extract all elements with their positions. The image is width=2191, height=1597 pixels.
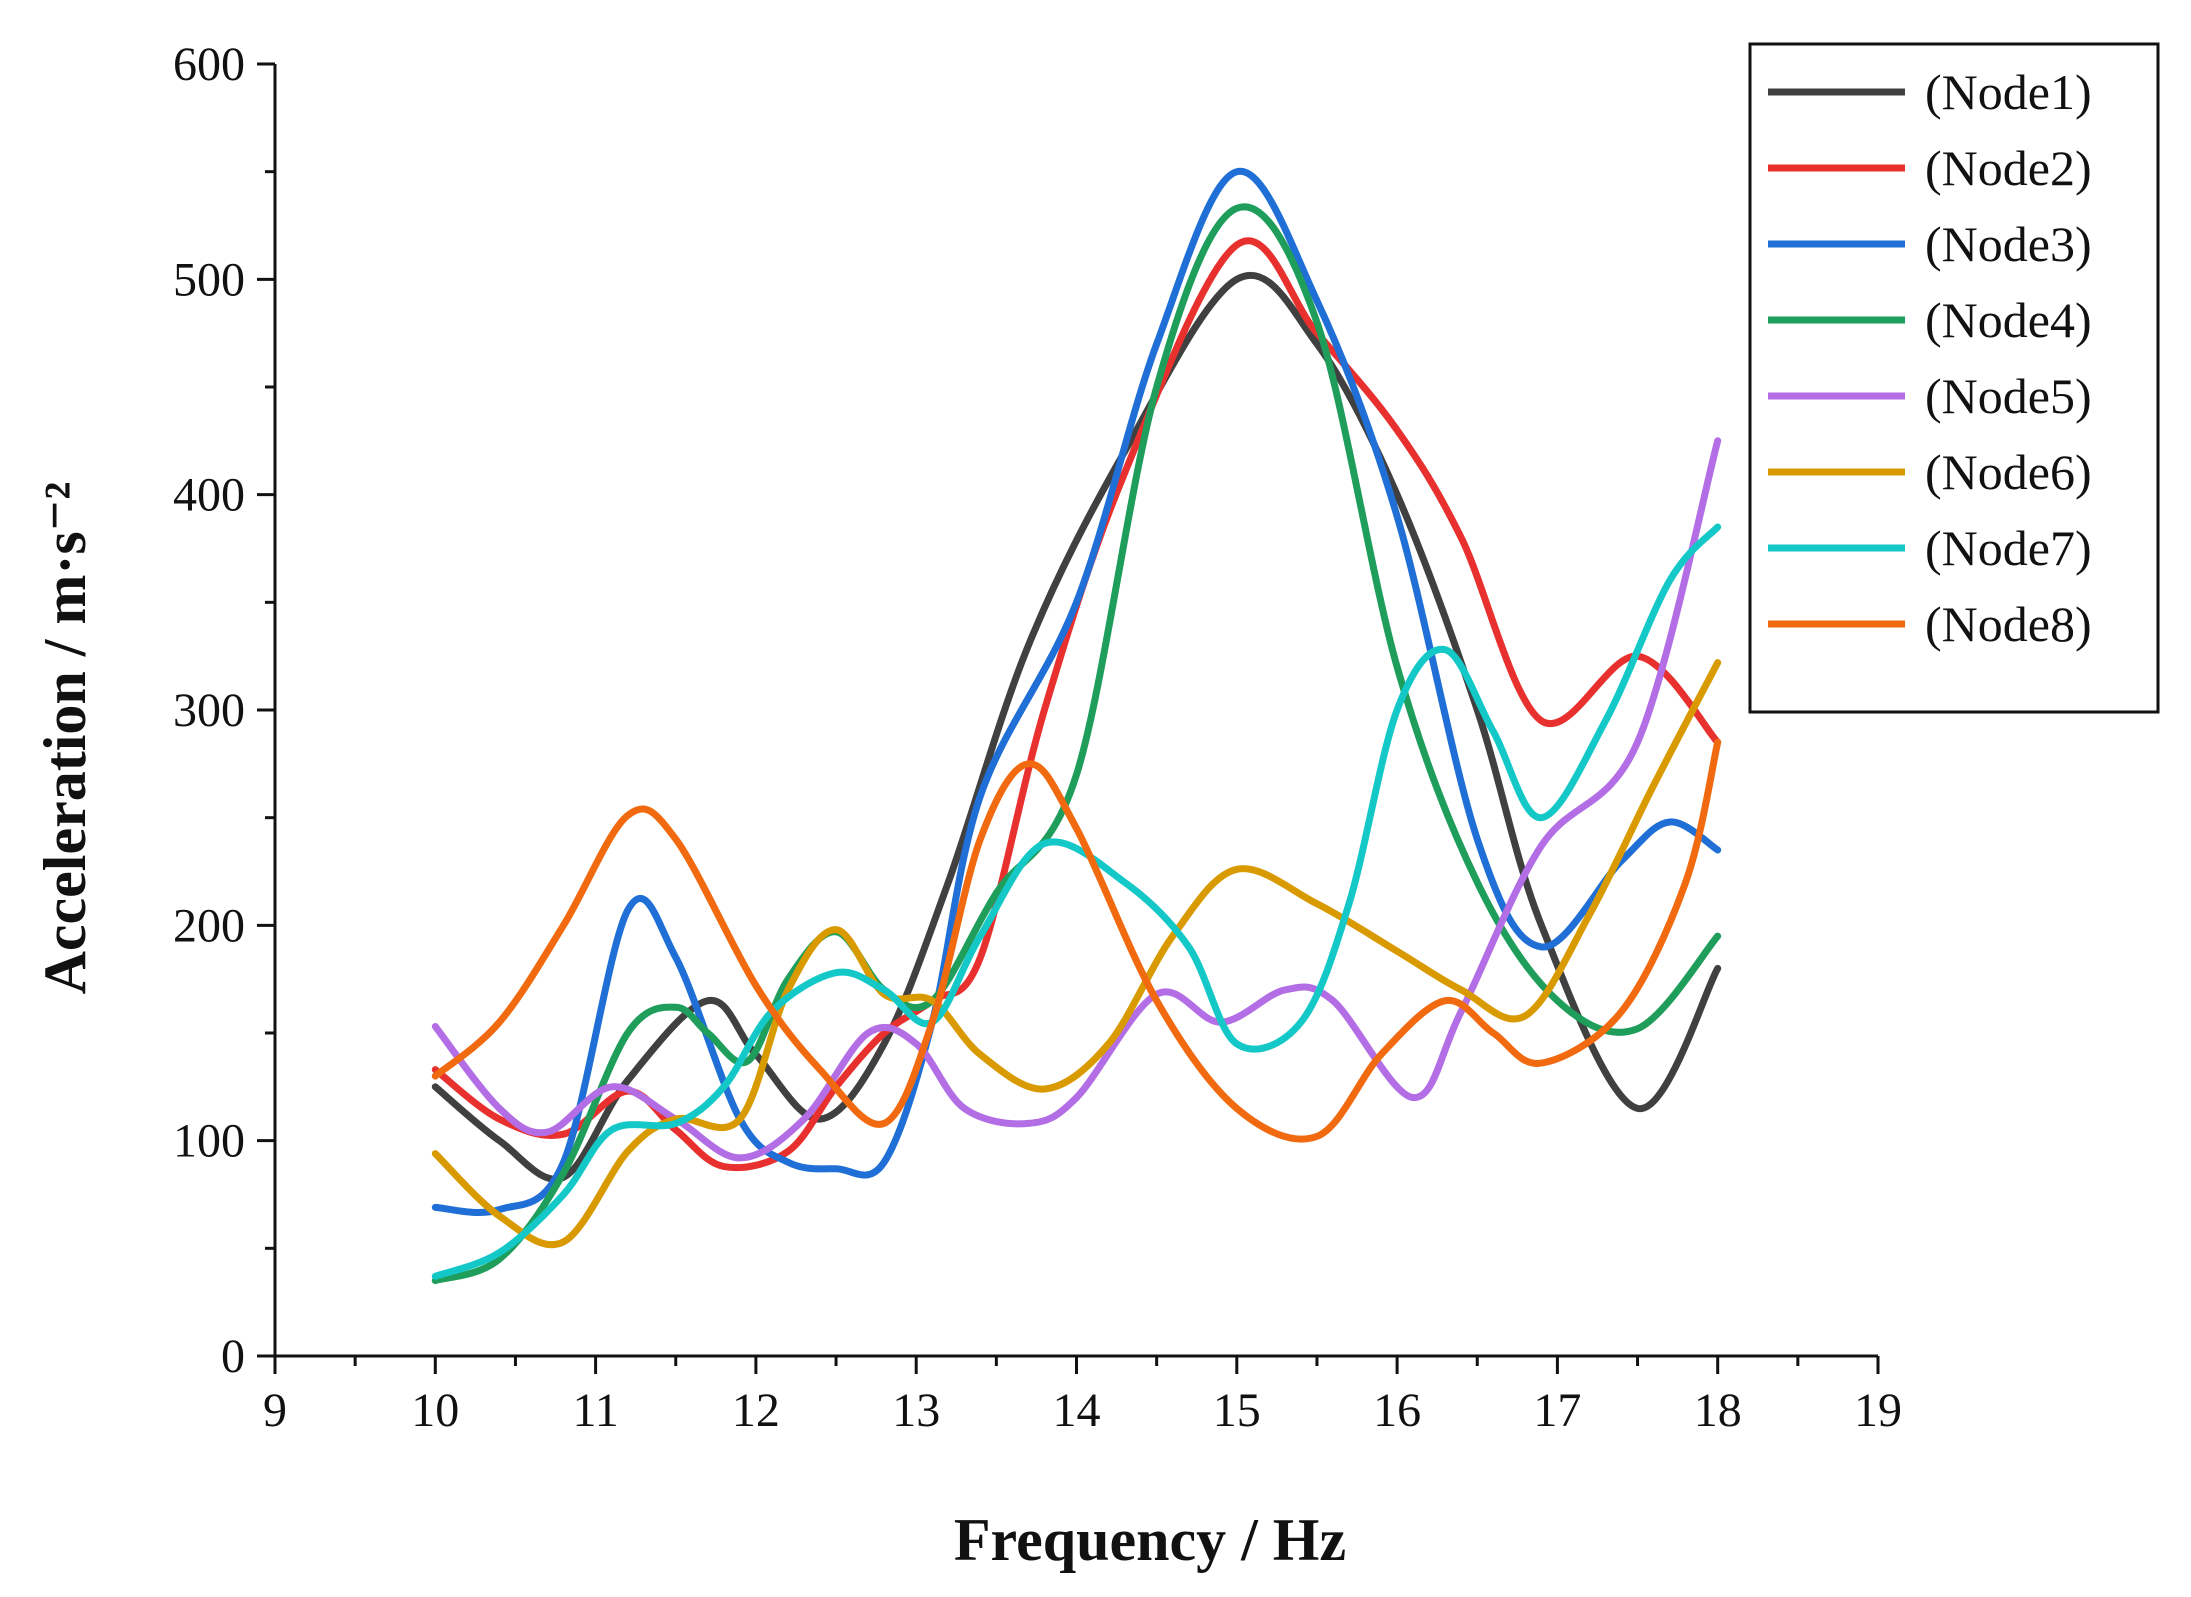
- x-tick-label: 10: [411, 1384, 459, 1437]
- y-tick-label: 400: [173, 469, 245, 522]
- y-tick-label: 200: [173, 899, 245, 952]
- series-line-node8: [431, 738, 1722, 1143]
- legend-label-node6: (Node6): [1925, 444, 2092, 500]
- legend-label-node3: (Node3): [1925, 216, 2092, 272]
- y-tick-label: 300: [173, 684, 245, 737]
- x-tick-label: 9: [263, 1384, 287, 1437]
- y-tick-label: 600: [173, 38, 245, 91]
- legend-label-node2: (Node2): [1925, 140, 2092, 196]
- series-line-node1: [431, 271, 1722, 1183]
- ticks-layer: 9 10 11 12 13 14 15 16 17 18 19 0 100 200 300 400 500 600: [173, 38, 1902, 1437]
- series-line-node6: [431, 659, 1722, 1249]
- y-axis-title: Acceleration / m·s⁻²: [32, 482, 98, 995]
- y-tick-label: 0: [221, 1330, 245, 1383]
- y-tick-label: 500: [173, 253, 245, 306]
- legend-label-node8: (Node8): [1925, 596, 2092, 652]
- legend-label-node7: (Node7): [1925, 520, 2092, 576]
- y-tick-label: 100: [173, 1115, 245, 1168]
- x-tick-label: 13: [892, 1384, 940, 1437]
- legend-label-node4: (Node4): [1925, 292, 2092, 348]
- legend-label-node1: (Node1): [1925, 64, 2092, 120]
- x-tick-label: 19: [1854, 1384, 1902, 1437]
- legend: (Node1) (Node2) (Node3) (Node4) (Node5) (Node…: [1748, 42, 2160, 714]
- series-line-node3: [431, 167, 1722, 1216]
- x-tick-label: 12: [732, 1384, 780, 1437]
- x-tick-label: 16: [1373, 1384, 1421, 1437]
- series-line-node4: [431, 203, 1722, 1285]
- series-line-node2: [431, 237, 1722, 1172]
- series-layer: [431, 167, 1722, 1285]
- series-line-node7: [431, 523, 1722, 1280]
- x-axis-title: Frequency / Hz: [954, 1507, 1346, 1573]
- x-tick-label: 18: [1694, 1384, 1742, 1437]
- series-line-node5: [431, 437, 1722, 1162]
- axes-layer: [273, 64, 1878, 1358]
- x-tick-label: 14: [1053, 1384, 1101, 1437]
- legend-label-node5: (Node5): [1925, 368, 2092, 424]
- legend-box: [1748, 42, 2160, 714]
- x-tick-label: 17: [1533, 1384, 1581, 1437]
- x-tick-label: 15: [1213, 1384, 1261, 1437]
- x-tick-label: 11: [572, 1384, 618, 1437]
